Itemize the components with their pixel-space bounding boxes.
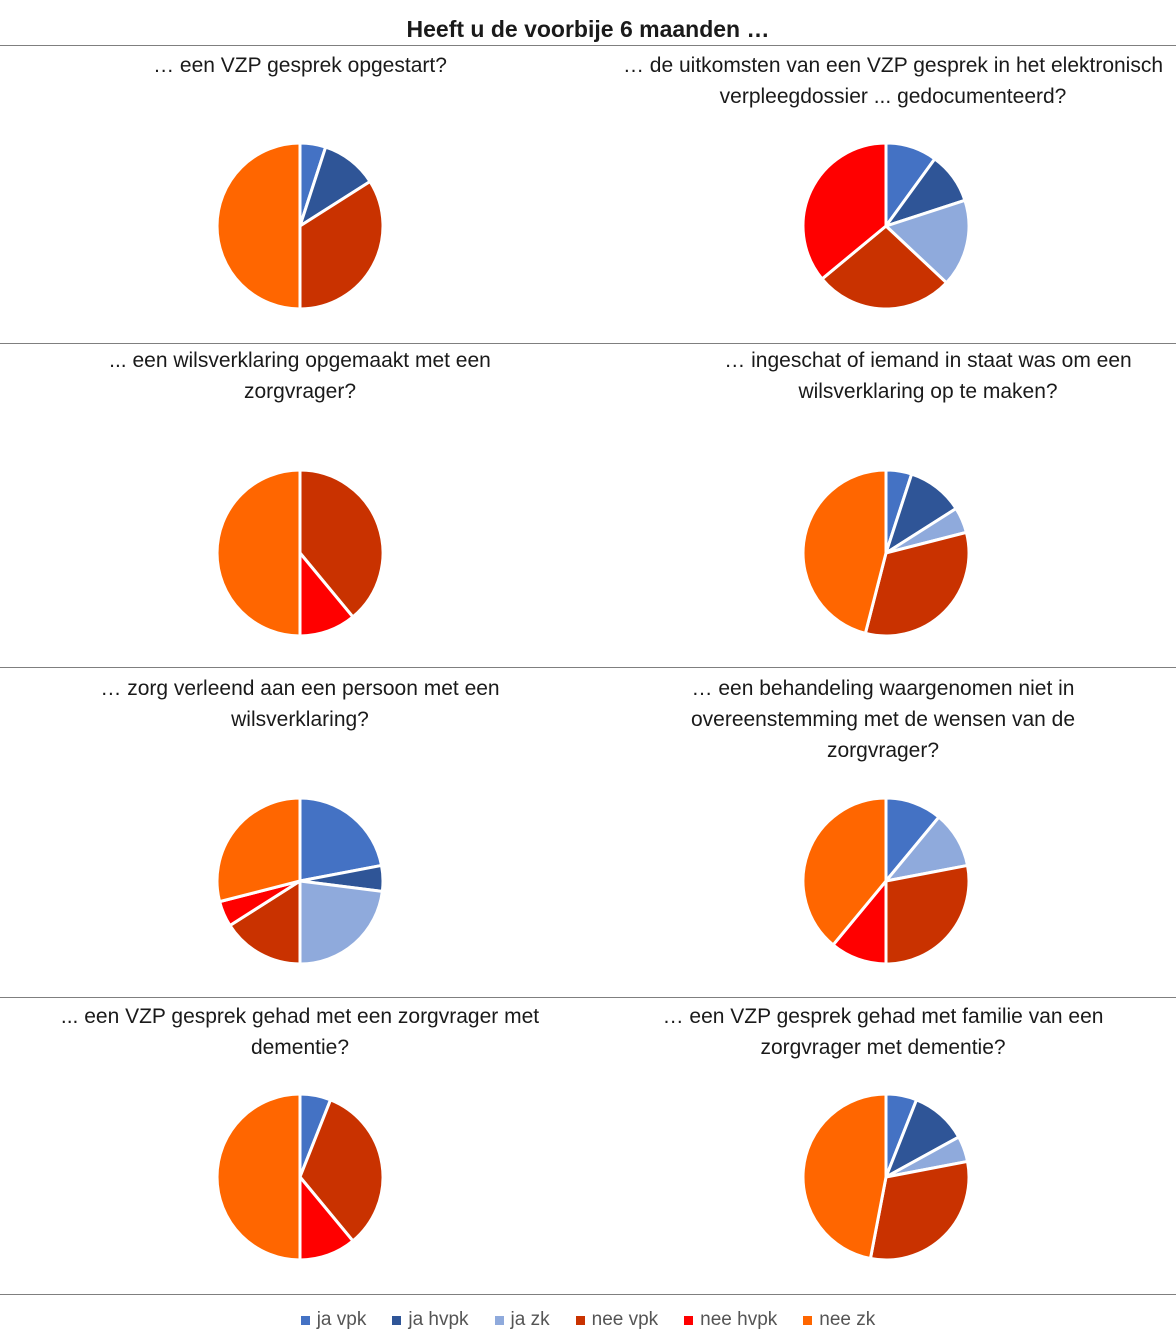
legend-item: ja vpk [300,1309,367,1331]
legend-swatch [392,1315,402,1325]
pie-slice-nee-zk [215,1092,302,1262]
pie-slice-nee-vpk [228,879,302,966]
legend-swatch [575,1315,585,1325]
pie-question: … een VZP gesprek opgestart? [153,54,447,77]
pie-question: … ingeschat of iemand in staat was om ee… [724,349,1132,403]
legend-swatch [684,1315,694,1325]
pie-slice-nee-vpk [884,863,971,966]
pie-panel: ... een wilsverklaring opgemaakt met een… [0,345,600,663]
legend-item: ja hvpk [392,1309,469,1331]
legend-label: ja zk [510,1309,550,1330]
legend-swatch [300,1315,310,1325]
page-title: Heeft u de voorbije 6 maanden … [406,16,770,42]
legend-label: nee hvpk [700,1309,778,1330]
pie-slice-nee-zk [801,1092,888,1261]
legend-label: nee zk [819,1309,876,1330]
pie-slice-ja-vpk [298,796,384,883]
pie-slice-nee-vpk [868,1159,971,1262]
pie-chart [801,796,971,966]
pie-slice-nee-vpk [298,468,385,619]
pie-panel: … ingeschat of iemand in staat was om ee… [590,345,1176,663]
divider [0,45,1176,46]
pie-slice-ja-zk [884,198,971,285]
pie-slice-nee-hvpk [801,141,888,281]
pie-slice-nee-vpk [863,530,971,638]
divider [0,667,1176,668]
legend-swatch [494,1315,504,1325]
pie-slice-nee-vpk [820,224,948,311]
pie-chart [215,1092,385,1262]
pie-question: ... een VZP gesprek gehad met een zorgvr… [60,1005,540,1059]
pie-question: … een behandeling waargenomen niet in ov… [690,677,1076,762]
pie-question: … een VZP gesprek gehad met familie van … [662,1005,1104,1059]
pie-panel: ... een VZP gesprek gehad met een zorgvr… [0,1001,600,1291]
divider [0,1294,1176,1295]
legend-item: nee vpk [575,1309,659,1331]
pie-slice-nee-zk [801,468,888,635]
pie-slice-ja-zk [298,879,384,966]
pie-panel: … een VZP gesprek opgestart? [0,50,600,340]
pie-panel: … zorg verleend aan een persoon met een … [0,673,600,993]
pie-slice-nee-zk [801,796,888,947]
pie-chart [215,141,385,311]
pie-slice-nee-zk [215,796,302,904]
pie-chart [801,141,971,311]
legend-item: ja zk [494,1309,550,1331]
pie-chart [801,1092,971,1262]
chart-legend: ja vpk ja hvpk ja zk nee vpk nee hvpk ne… [0,1300,1176,1340]
pie-chart [215,468,385,638]
pie-question: … zorg verleend aan een persoon met een … [100,677,500,731]
legend-label: nee vpk [591,1309,659,1330]
legend-label: ja vpk [316,1309,367,1330]
pie-slice-nee-vpk [298,1098,385,1243]
legend-item: nee hvpk [684,1309,777,1331]
pie-panel: … een behandeling waargenomen niet in ov… [590,673,1176,993]
legend-swatch [803,1315,813,1325]
pie-slice-nee-zk [215,141,302,311]
pie-panel: … een VZP gesprek gehad met familie van … [590,1001,1176,1291]
pie-chart [801,468,971,638]
divider [0,343,1176,344]
legend-label: ja hvpk [408,1309,469,1330]
pie-question: … de uitkomsten van een VZP gesprek in h… [622,54,1164,108]
divider [0,997,1176,998]
pie-chart [215,796,385,966]
legend-item: nee zk [803,1309,875,1331]
pie-slice-nee-zk [215,468,302,638]
pie-slice-nee-vpk [298,180,385,311]
pie-question: ... een wilsverklaring opgemaakt met een… [109,349,491,403]
pie-panel: … de uitkomsten van een VZP gesprek in h… [590,50,1176,340]
